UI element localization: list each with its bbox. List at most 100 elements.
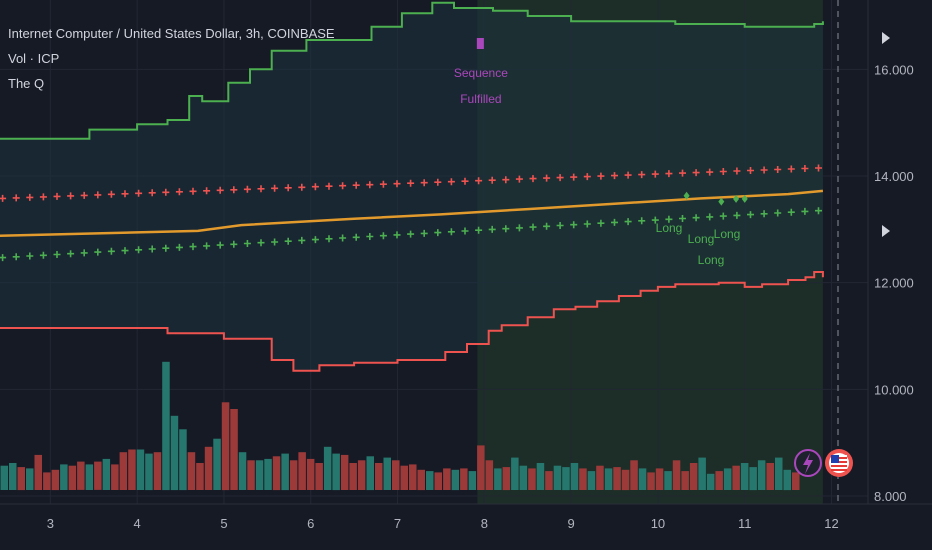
plus-marker (26, 193, 34, 201)
plus-marker (80, 249, 88, 257)
plus-marker (447, 178, 455, 186)
price-scale[interactable] (868, 0, 932, 504)
plus-marker (651, 170, 659, 178)
plus-marker (801, 207, 809, 215)
volume-bar (596, 465, 604, 490)
plus-marker (679, 169, 686, 177)
volume-bar (715, 471, 723, 490)
band-fill (0, 2, 823, 371)
plus-marker (665, 215, 673, 223)
x-tick-label: 8 (481, 516, 488, 531)
plus-marker (379, 180, 387, 188)
plus-marker (53, 251, 61, 258)
volume-bar (9, 463, 17, 490)
volume-bar (196, 463, 204, 490)
volume-bar (579, 468, 587, 490)
legend-title[interactable]: Internet Computer / United States Dollar… (8, 26, 335, 41)
volume-bar (272, 456, 281, 491)
plus-marker (298, 183, 306, 191)
volume-bar (247, 460, 255, 490)
volume-bars (0, 361, 800, 491)
plus-marker (107, 190, 115, 198)
volume-bar (306, 458, 315, 490)
plus-marker (434, 229, 442, 237)
plus-marker (583, 173, 591, 181)
volume-bar (570, 463, 579, 490)
volume-bar (281, 453, 289, 491)
plus-marker (760, 166, 768, 174)
plus-marker (611, 218, 618, 226)
plus-marker (787, 208, 795, 216)
signal-diamond (718, 197, 725, 206)
plus-marker (638, 171, 646, 179)
signal-diamond (733, 194, 740, 203)
volume-bar (170, 415, 179, 491)
volume-bar (664, 471, 672, 490)
legend-volume[interactable]: Vol · ICP (8, 51, 60, 66)
plus-marker (692, 169, 700, 177)
plus-marker (352, 233, 360, 241)
plus-marker (461, 177, 469, 185)
plus-marker (488, 225, 496, 233)
plus-marker (216, 241, 224, 249)
scale-arrow-icon[interactable] (882, 225, 890, 237)
volume-bar (757, 460, 766, 490)
x-tick-label: 4 (134, 516, 141, 531)
plus-marker (774, 166, 782, 173)
volume-bar (145, 453, 153, 491)
plus-marker (638, 217, 646, 225)
plus-marker (12, 194, 20, 202)
volume-bar (689, 463, 698, 490)
volume-bar (792, 472, 800, 490)
plus-marker (284, 184, 292, 192)
volume-bar (621, 469, 630, 491)
plus-marker (529, 223, 537, 231)
plus-marker (162, 188, 170, 196)
plus-marker (189, 187, 197, 195)
volume-bar (638, 468, 647, 490)
plus-marker (339, 182, 347, 190)
plus-marker (243, 185, 251, 193)
volume-bar (400, 465, 408, 490)
plus-marker (121, 190, 129, 198)
time-scale[interactable] (0, 504, 932, 550)
lightning-icon[interactable] (794, 449, 822, 477)
plus-marker (216, 186, 224, 194)
plus-marker (624, 218, 632, 226)
volume-bar (587, 471, 596, 490)
volume-bar (485, 460, 494, 490)
volume-bar (434, 472, 442, 490)
plus-marker (175, 243, 183, 251)
plus-marker (107, 247, 115, 255)
us-flag-icon[interactable] (825, 449, 853, 477)
volume-bar (68, 465, 77, 490)
plus-marker (135, 246, 143, 254)
plus-marker (352, 181, 360, 189)
plus-marker (434, 178, 442, 186)
signal-label: Long (688, 232, 715, 246)
plus-marker (488, 176, 496, 184)
signal-label: Long (656, 221, 683, 235)
y-tick-label: 8.000 (874, 489, 907, 504)
plus-marker (39, 193, 47, 201)
plus-marker (420, 229, 428, 237)
plus-marker (271, 238, 279, 246)
plus-marker (706, 213, 714, 221)
plus-marker (67, 250, 75, 258)
plus-marker (203, 242, 211, 250)
plus-marker (0, 254, 7, 262)
volume-bar (119, 452, 128, 490)
plus-marker (502, 176, 510, 184)
volume-bar (409, 464, 417, 490)
plus-marker (556, 222, 564, 229)
scale-arrow-icon[interactable] (882, 32, 890, 44)
volume-bar (477, 445, 485, 490)
volume-bar (553, 465, 562, 490)
volume-bar (0, 465, 8, 490)
volume-bar (681, 471, 689, 490)
plus-marker (461, 227, 469, 235)
volume-bar (43, 472, 51, 490)
legend-indicator[interactable]: The Q (8, 76, 45, 91)
plus-marker (774, 209, 782, 217)
